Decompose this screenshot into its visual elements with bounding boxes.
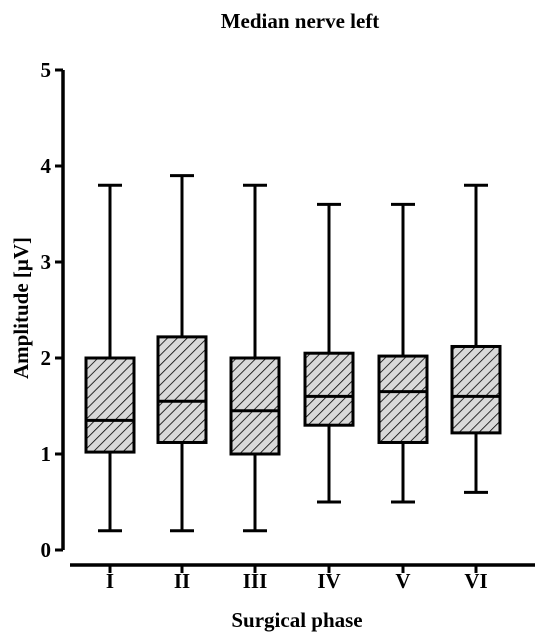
x-axis-label: Surgical phase [231, 608, 362, 632]
x-tick-label: I [106, 569, 114, 593]
chart-title: Median nerve left [221, 9, 380, 33]
x-tick-label: VI [464, 569, 487, 593]
y-tick-label: 4 [41, 154, 52, 178]
iqr-box [303, 351, 355, 427]
x-tick-label: III [243, 569, 268, 593]
y-tick-label: 3 [41, 250, 52, 274]
iqr-box [229, 356, 281, 456]
iqr-box [156, 335, 208, 444]
x-tick-label: V [395, 569, 410, 593]
box-III [229, 183, 281, 533]
iqr-box [450, 344, 502, 435]
box-VI [450, 183, 502, 494]
y-tick-label: 1 [41, 442, 52, 466]
box-V [377, 202, 429, 504]
box-II [156, 174, 208, 533]
box-I [84, 183, 136, 533]
boxes [84, 174, 502, 533]
x-tick-label: IV [317, 569, 340, 593]
y-tick-label: 2 [41, 346, 52, 370]
iqr-box [84, 356, 136, 454]
x-tick-label: II [174, 569, 190, 593]
box-IV [303, 202, 355, 504]
y-tick-label: 5 [41, 58, 52, 82]
y-tick-label: 0 [41, 538, 52, 562]
y-axis-label: Amplitude [μV] [9, 237, 33, 379]
iqr-box [377, 354, 429, 444]
